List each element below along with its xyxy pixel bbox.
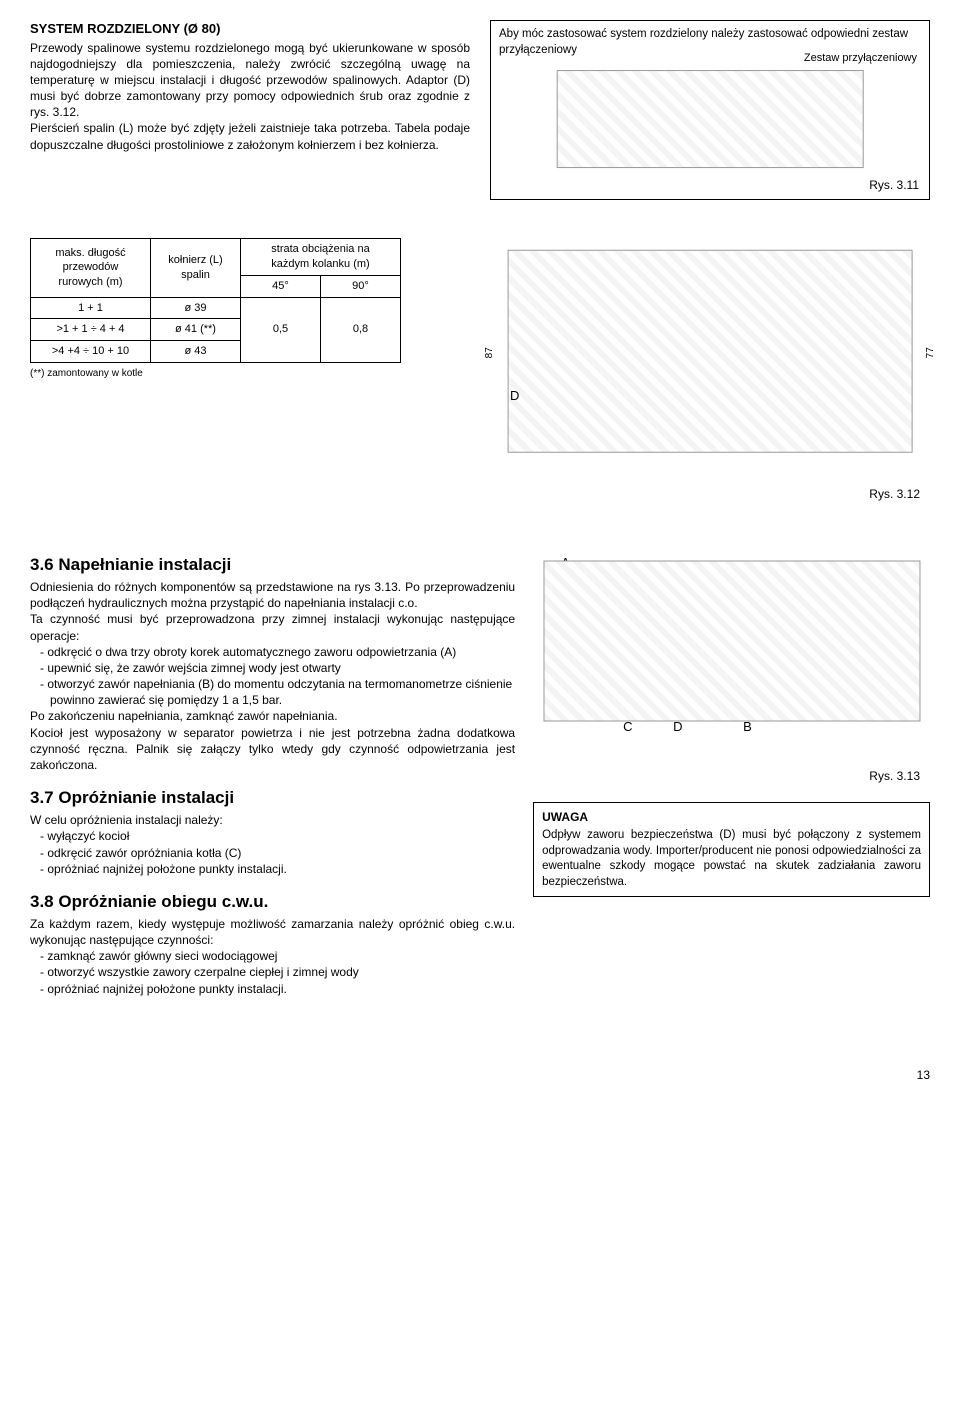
fig311-caption: Rys. 3.11 xyxy=(869,177,919,193)
s36-li1: odkręcić o dwa trzy obroty korek automat… xyxy=(40,644,515,660)
th-45: 45° xyxy=(241,275,321,297)
heading-3-8: 3.8 Opróżnianie obiegu c.w.u. xyxy=(30,891,515,914)
figure-3-11-box: Aby móc zastosować system rozdzielony na… xyxy=(490,20,930,200)
s37-list: wyłączyć kocioł odkręcić zawór opróżnian… xyxy=(30,828,515,877)
fig312-caption: Rys. 3.12 xyxy=(869,486,920,502)
th-col2: kołnierz (L) spalin xyxy=(151,239,241,298)
s38-list: zamknąć zawór główny sieci wodociągowej … xyxy=(30,948,515,997)
s37-p1: W celu opróżnienia instalacji należy: xyxy=(30,812,515,828)
page-number: 13 xyxy=(30,1067,930,1083)
fig311-diagram xyxy=(557,70,864,168)
s37-li3: opróżniać najniżej położone punkty insta… xyxy=(40,861,515,877)
fig312-letter-D: D xyxy=(510,387,519,405)
r2c2: ø 41 (**) xyxy=(151,319,241,341)
r1c2: ø 39 xyxy=(151,297,241,319)
heading-3-6: 3.6 Napełnianie instalacji xyxy=(30,554,515,577)
section1-title: SYSTEM ROZDZIELONY (Ø 80) xyxy=(30,20,470,38)
fig312-diagram xyxy=(508,250,913,453)
th-col3: strata obciążenia na każdym kolanku (m) xyxy=(241,239,401,276)
section1-body: Przewody spalinowe systemu rozdzielonego… xyxy=(30,40,470,121)
s36-p3: Po zakończeniu napełniania, zamknąć zawó… xyxy=(30,708,515,724)
th-90: 90° xyxy=(321,275,401,297)
s37-li2: odkręcić zawór opróżniania kotła (C) xyxy=(40,845,515,861)
r3c1: >4 +4 ÷ 10 + 10 xyxy=(31,341,151,363)
uwaga-body: Odpływ zaworu bezpieczeństwa (D) musi by… xyxy=(542,828,921,890)
r2c1: >1 + 1 ÷ 4 + 4 xyxy=(31,319,151,341)
s38-li3: opróżniać najniżej położone punkty insta… xyxy=(40,981,515,997)
pipe-length-table: maks. długość przewodów rurowych (m) koł… xyxy=(30,238,401,363)
table-footnote: (**) zamontowany w kotle xyxy=(30,367,470,381)
s36-list: odkręcić o dwa trzy obroty korek automat… xyxy=(30,644,515,709)
val45: 0,5 xyxy=(241,297,321,363)
figure-3-13-box: A C D B Rys. 3.13 xyxy=(533,554,930,784)
fig313-diagram xyxy=(543,561,920,722)
s36-li3: otworzyć zawór napełniania (B) do moment… xyxy=(40,676,515,708)
s36-p2: Ta czynność musi być przeprowadzona przy… xyxy=(30,611,515,643)
fig313-caption: Rys. 3.13 xyxy=(869,768,920,784)
fig313-C: C xyxy=(623,718,632,736)
section1-body2: Pierścień spalin (L) może być zdjęty jeż… xyxy=(30,120,470,152)
s37-li1: wyłączyć kocioł xyxy=(40,828,515,844)
fig312-dim-right: 77 xyxy=(924,347,938,358)
fig313-B: B xyxy=(743,718,752,736)
s38-li2: otworzyć wszystkie zawory czerpalne ciep… xyxy=(40,964,515,980)
r1c1: 1 + 1 xyxy=(31,297,151,319)
s38-li1: zamknąć zawór główny sieci wodociągowej xyxy=(40,948,515,964)
th-col1: maks. długość przewodów rurowych (m) xyxy=(31,239,151,298)
fig312-dim-left: 87 xyxy=(483,347,497,358)
fig313-D: D xyxy=(673,718,682,736)
fig311-label: Zestaw przyłączeniowy xyxy=(804,51,917,66)
s38-p1: Za każdym razem, kiedy występuje możliwo… xyxy=(30,916,515,948)
figure-3-12-box: 87 77 D Rys. 3.12 xyxy=(490,238,930,508)
uwaga-box: UWAGA Odpływ zaworu bezpieczeństwa (D) m… xyxy=(533,802,930,897)
s36-p4: Kocioł jest wyposażony w separator powie… xyxy=(30,725,515,774)
uwaga-title: UWAGA xyxy=(542,809,921,825)
s36-p1: Odniesienia do różnych komponentów są pr… xyxy=(30,579,515,611)
heading-3-7: 3.7 Opróżnianie instalacji xyxy=(30,787,515,810)
val90: 0,8 xyxy=(321,297,401,363)
r3c2: ø 43 xyxy=(151,341,241,363)
s36-li2: upewnić się, że zawór wejścia zimnej wod… xyxy=(40,660,515,676)
